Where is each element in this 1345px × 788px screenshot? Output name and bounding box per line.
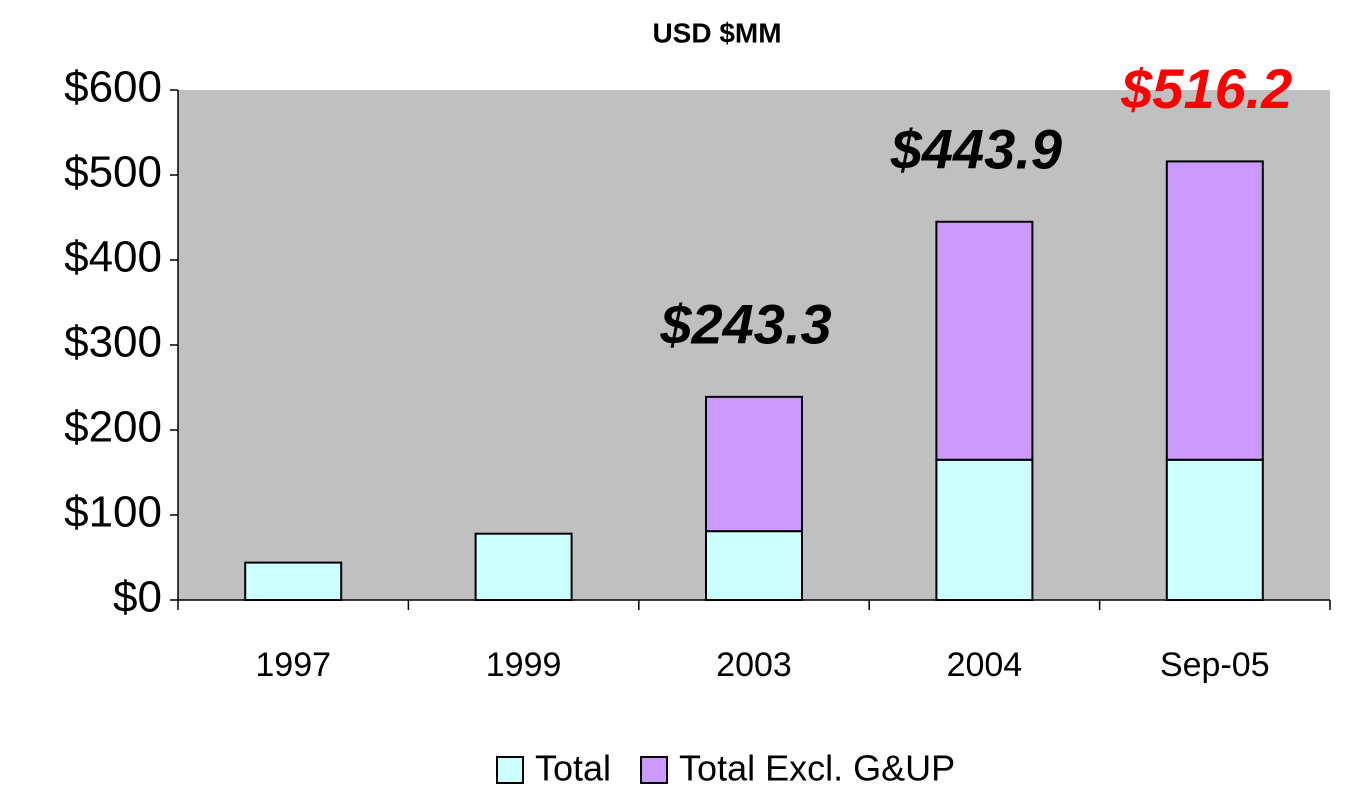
legend-label: Total [535,748,611,788]
bar-segment [705,530,803,602]
bar-segment [935,220,1034,461]
y-tick-label: $600 [64,63,162,112]
bar-segment [244,561,343,601]
x-tick-label: 2003 [716,646,792,684]
y-tick-label: $400 [64,233,162,282]
x-tick-label: 1999 [486,646,562,684]
bar-segment [1165,160,1264,461]
y-tick-label: $200 [64,403,162,452]
y-tick-label: $100 [64,488,162,537]
x-tick-label: 1997 [255,646,331,684]
chart-title: USD $MM [652,17,781,48]
legend-swatch [640,756,669,784]
annotation: $243.3 [659,293,831,356]
bar-segment [474,532,573,602]
x-tick-label: 2004 [947,646,1023,684]
bar-segment [1165,458,1264,601]
bar-segment [705,395,803,533]
y-tick-label: $0 [113,573,162,622]
annotation: $516.2 [1120,57,1292,120]
annotation: $443.9 [890,118,1062,181]
bar-segment [935,458,1034,601]
legend-swatch [496,756,524,784]
legend-label: Total Excl. G&UP [679,748,955,788]
y-tick-label: $500 [64,148,162,197]
y-tick-label: $300 [64,318,162,367]
x-tick-label: Sep-05 [1160,646,1270,684]
